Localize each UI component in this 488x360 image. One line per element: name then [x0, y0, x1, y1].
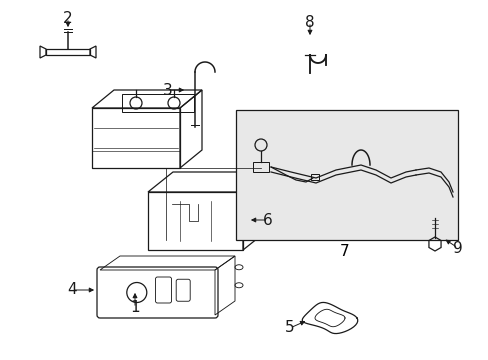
- Text: 3: 3: [163, 82, 173, 98]
- Text: 4: 4: [67, 283, 77, 297]
- Text: 8: 8: [305, 14, 314, 30]
- Bar: [92, 108, 180, 168]
- Bar: [148, 192, 243, 250]
- Bar: [310, 174, 318, 180]
- Text: 5: 5: [285, 320, 294, 336]
- Text: 9: 9: [452, 240, 462, 256]
- Bar: [92, 151, 180, 168]
- Bar: [252, 162, 268, 172]
- Text: 2: 2: [63, 10, 73, 26]
- Bar: [236, 110, 457, 240]
- Bar: [122, 94, 194, 112]
- Text: 1: 1: [130, 301, 140, 315]
- Text: 7: 7: [340, 244, 349, 260]
- Text: 6: 6: [263, 212, 272, 228]
